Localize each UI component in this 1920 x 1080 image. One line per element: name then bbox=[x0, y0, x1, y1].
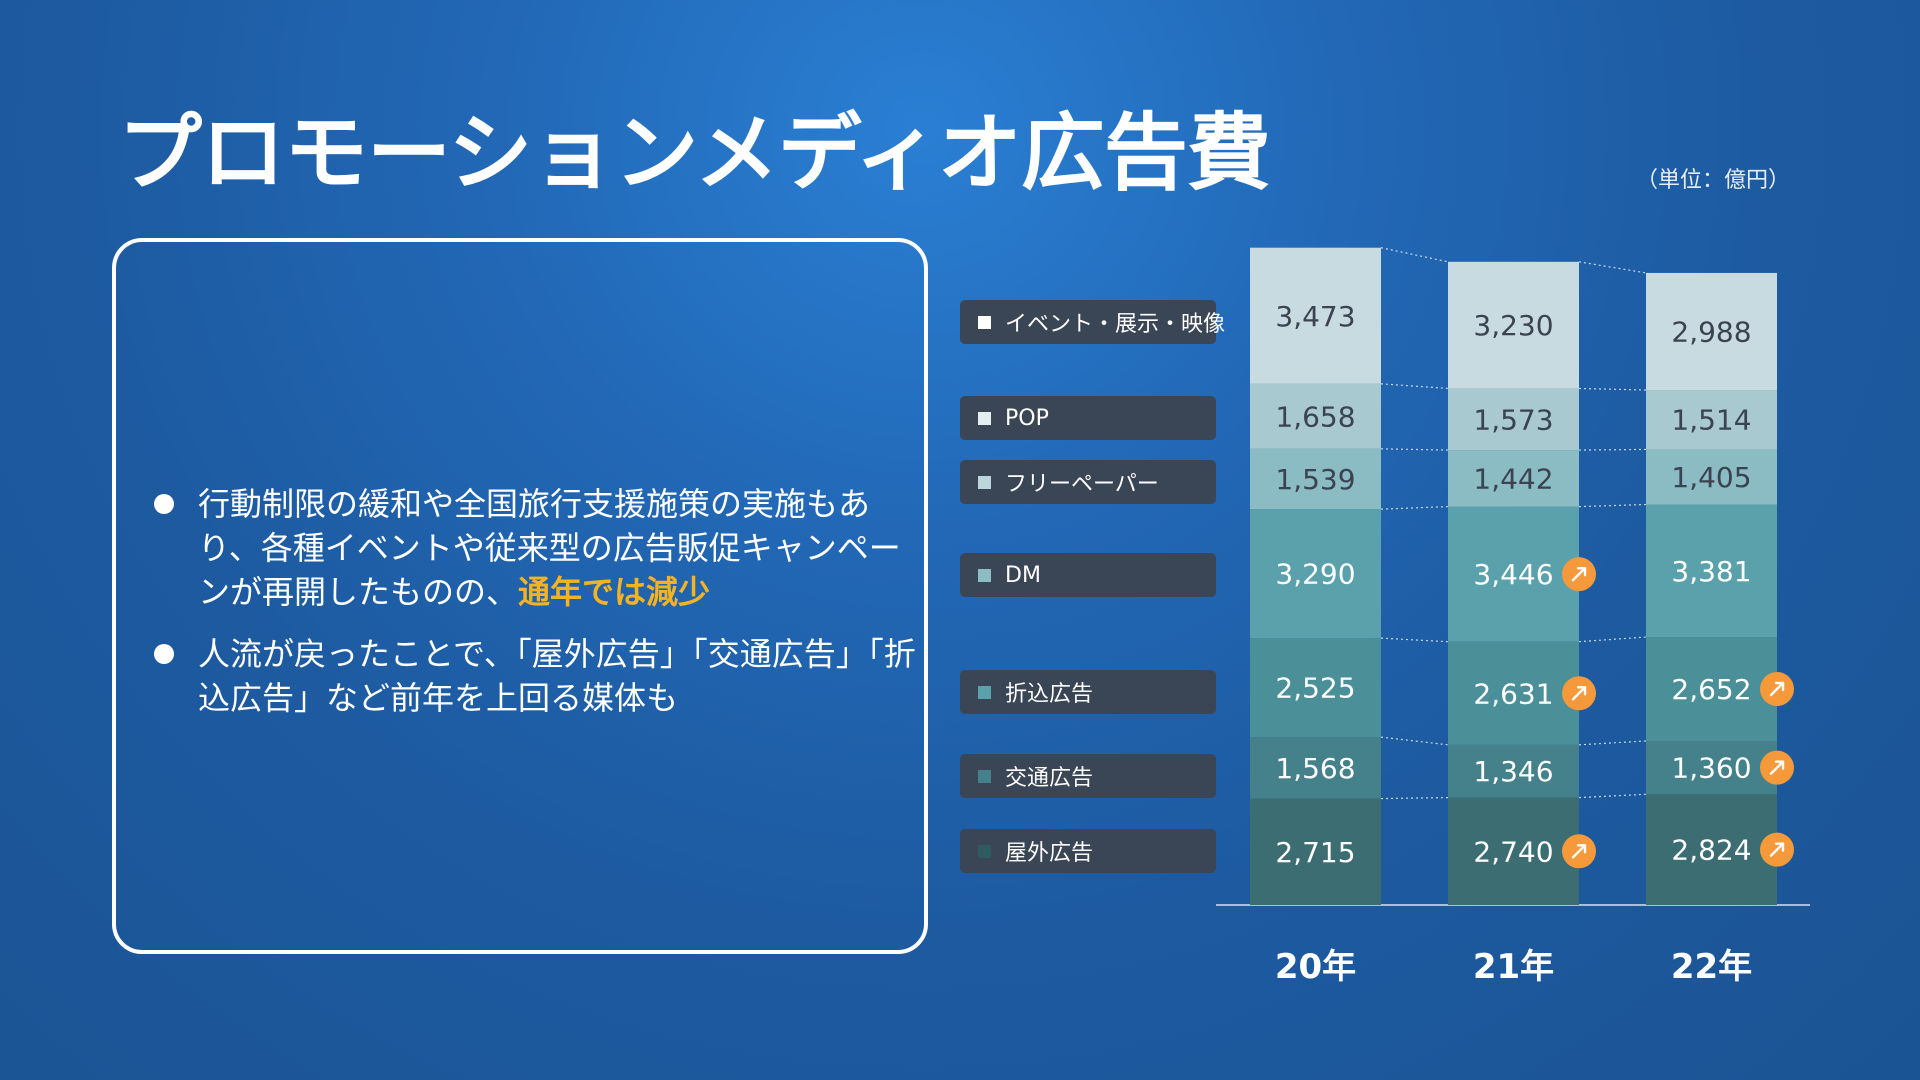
bar-segment bbox=[1250, 798, 1381, 905]
data-label: 3,290 bbox=[1275, 558, 1355, 591]
bullet-dot-icon bbox=[154, 644, 174, 664]
data-label: 1,346 bbox=[1473, 755, 1553, 788]
data-label: 2,525 bbox=[1275, 672, 1355, 705]
data-label: 2,715 bbox=[1275, 836, 1355, 869]
data-label: 1,568 bbox=[1275, 752, 1355, 785]
legend-swatch bbox=[978, 769, 991, 783]
bullet-item-2: 人流が戻ったことで、「屋外広告」「交通広告」「折込広告」など前年を上回る媒体も bbox=[140, 632, 920, 720]
data-label: 1,539 bbox=[1275, 463, 1355, 496]
data-label: 3,381 bbox=[1671, 555, 1751, 588]
arrow-up-right-icon bbox=[1562, 676, 1596, 711]
legend-item-orikomi: 折込広告 bbox=[960, 670, 1216, 714]
legend-label: POP bbox=[1005, 405, 1049, 431]
legend-swatch bbox=[978, 844, 991, 858]
data-label: 2,740 bbox=[1473, 835, 1553, 868]
bullet-item-1: 行動制限の緩和や全国旅行支援施策の実施もあり、各種イベントや従来型の広告販促キャ… bbox=[140, 482, 920, 614]
bar-segment bbox=[1646, 794, 1777, 905]
connector-line bbox=[1578, 793, 1647, 799]
legend-swatch bbox=[978, 568, 991, 582]
bar-segment bbox=[1250, 383, 1381, 449]
legend-label: 交通広告 bbox=[1005, 766, 1094, 791]
bar-segment bbox=[1250, 247, 1381, 384]
bar-segment bbox=[1646, 449, 1777, 505]
bar-segment bbox=[1646, 390, 1777, 450]
data-label: 2,988 bbox=[1671, 316, 1751, 349]
connector-line bbox=[1578, 387, 1647, 391]
data-label: 3,230 bbox=[1473, 309, 1553, 342]
connector-line bbox=[1380, 736, 1449, 746]
arrow-up-right-icon bbox=[1760, 672, 1794, 707]
unit-label: （単位：億円） bbox=[1636, 168, 1791, 193]
data-label: 3,446 bbox=[1473, 558, 1553, 591]
bar-segment bbox=[1250, 448, 1381, 510]
legend-label: フリーペーパー bbox=[1005, 472, 1159, 497]
legend-label: イベント・展示・映像 bbox=[1005, 312, 1226, 337]
category-label: 20年 bbox=[1275, 947, 1356, 987]
bar-segment bbox=[1646, 740, 1777, 795]
bullet-dot-icon bbox=[154, 494, 174, 514]
legend-label: 折込広告 bbox=[1005, 682, 1094, 707]
data-label: 1,442 bbox=[1473, 462, 1553, 495]
data-label: 1,405 bbox=[1671, 461, 1751, 494]
arrow-up-right-icon bbox=[1760, 750, 1794, 785]
category-label: 21年 bbox=[1473, 947, 1554, 987]
connector-line bbox=[1380, 448, 1449, 451]
arrow-up-right-icon bbox=[1562, 834, 1596, 869]
data-label: 1,360 bbox=[1671, 752, 1751, 785]
bar-segment bbox=[1448, 388, 1579, 451]
connector-line bbox=[1380, 796, 1449, 800]
legend-label: 屋外広告 bbox=[1005, 841, 1094, 866]
connector-line bbox=[1578, 636, 1647, 643]
data-label: 2,824 bbox=[1671, 834, 1751, 867]
connector-line bbox=[1578, 448, 1647, 451]
arrow-up-right-icon bbox=[1760, 832, 1794, 867]
bar-segment bbox=[1448, 641, 1579, 745]
summary-box: 行動制限の緩和や全国旅行支援施策の実施もあり、各種イベントや従来型の広告販促キャ… bbox=[112, 238, 928, 954]
bar-segment bbox=[1448, 744, 1579, 798]
data-label: 1,658 bbox=[1275, 400, 1355, 433]
bar-segment bbox=[1250, 737, 1381, 799]
connector-line bbox=[1578, 503, 1647, 508]
bar-segment bbox=[1250, 509, 1381, 639]
data-label: 2,631 bbox=[1473, 677, 1553, 710]
data-label: 1,573 bbox=[1473, 403, 1553, 436]
legend-item-freepaper: フリーペーパー bbox=[960, 460, 1216, 504]
page-title: プロモーションメディオ広告費 bbox=[118, 104, 1271, 202]
bar-segment bbox=[1448, 797, 1579, 905]
legend-swatch bbox=[978, 315, 991, 329]
bar-segment bbox=[1646, 272, 1777, 391]
connector-line bbox=[1380, 383, 1449, 390]
data-label: 1,514 bbox=[1671, 404, 1751, 437]
legend-swatch bbox=[978, 411, 991, 425]
bar-segment bbox=[1448, 506, 1579, 642]
legend-label: DM bbox=[1005, 562, 1041, 588]
connector-line bbox=[1380, 247, 1449, 263]
legend-item-dm: DM bbox=[960, 553, 1216, 597]
bar-segment bbox=[1448, 450, 1579, 507]
legend-swatch bbox=[978, 685, 991, 699]
connector-line bbox=[1380, 637, 1449, 643]
bar-segment bbox=[1448, 261, 1579, 389]
arrow-up-right-icon bbox=[1562, 557, 1596, 592]
connector-line bbox=[1380, 506, 1449, 510]
bullet-text: 人流が戻ったことで、「屋外広告」「交通広告」「折込広告」など前年を上回る媒体も bbox=[198, 635, 916, 717]
legend-item-okugai: 屋外広告 bbox=[960, 829, 1216, 873]
bullet-text: 行動制限の緩和や全国旅行支援施策の実施もあり、各種イベントや従来型の広告販促キャ… bbox=[198, 485, 901, 611]
connector-line bbox=[1578, 261, 1647, 274]
bullet-highlight: 通年では減少 bbox=[518, 573, 711, 611]
data-label: 2,652 bbox=[1671, 673, 1751, 706]
connector-line bbox=[1578, 740, 1647, 746]
data-label: 3,473 bbox=[1275, 300, 1355, 333]
bar-segment bbox=[1646, 504, 1777, 638]
category-label: 22年 bbox=[1671, 947, 1752, 987]
bar-segment bbox=[1250, 638, 1381, 738]
legend-item-kotsu: 交通広告 bbox=[960, 754, 1216, 798]
bar-segment bbox=[1646, 637, 1777, 741]
legend-swatch bbox=[978, 475, 991, 489]
legend-item-pop: POP bbox=[960, 396, 1216, 440]
bullet-list: 行動制限の緩和や全国旅行支援施策の実施もあり、各種イベントや従来型の広告販促キャ… bbox=[140, 482, 920, 738]
legend-item-event: イベント・展示・映像 bbox=[960, 300, 1225, 344]
